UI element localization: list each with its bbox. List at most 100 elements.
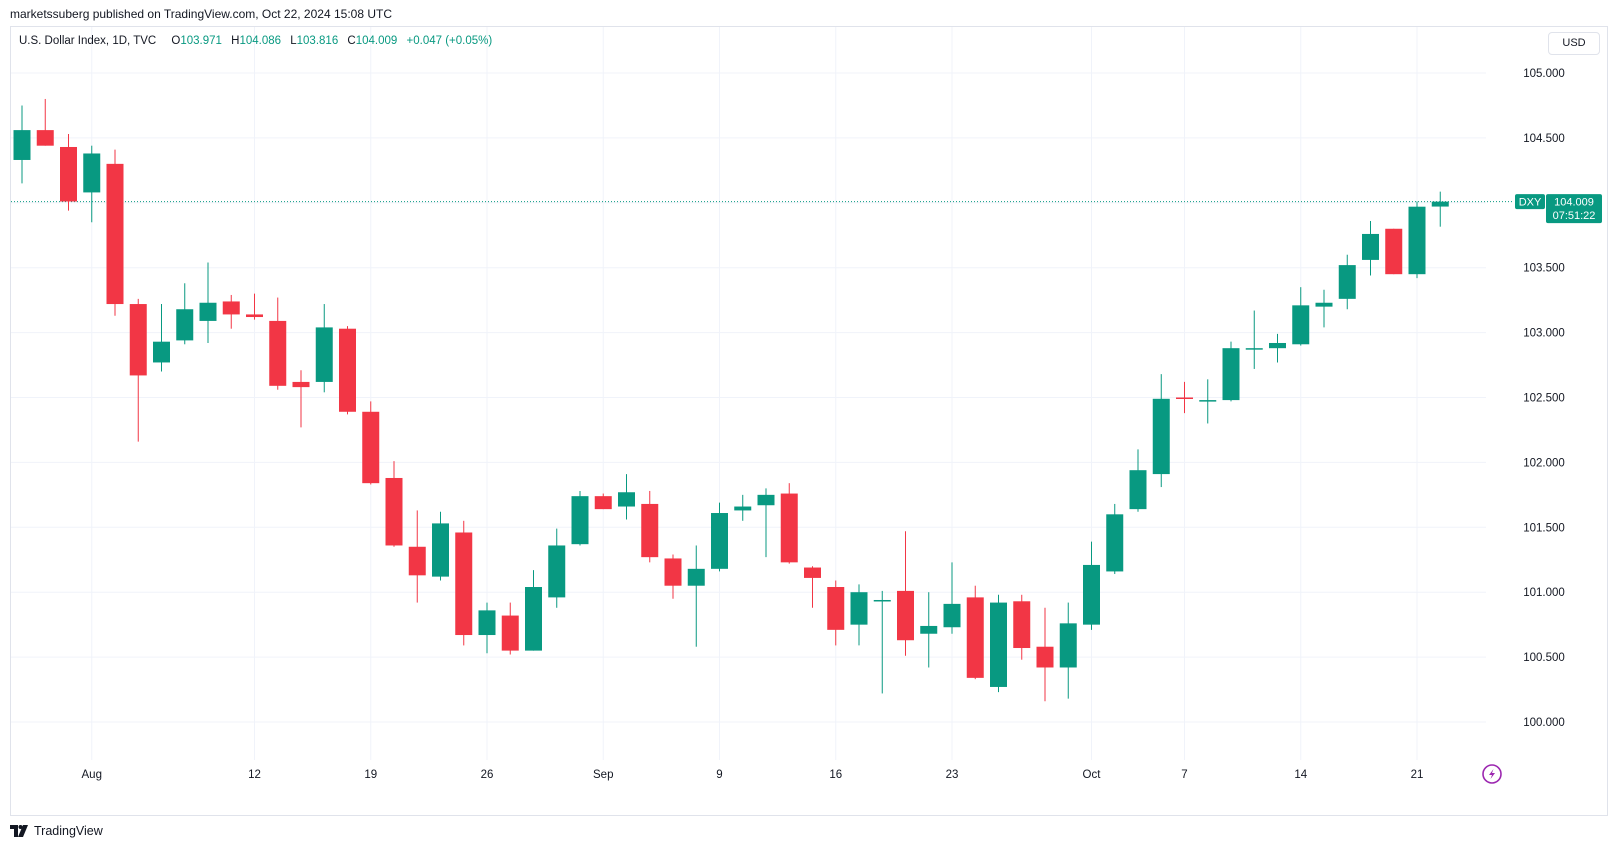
x-tick-label: 16	[829, 769, 842, 781]
candle[interactable]	[664, 554, 682, 599]
candle[interactable]	[362, 401, 380, 485]
candle[interactable]	[478, 602, 496, 654]
publisher-caption: marketssuberg published on TradingView.c…	[10, 7, 392, 21]
candle[interactable]	[641, 490, 659, 563]
candle[interactable]	[1362, 220, 1379, 276]
candle[interactable]	[571, 490, 589, 546]
candle[interactable]	[199, 262, 217, 343]
candle[interactable]	[129, 298, 147, 442]
candle[interactable]	[1292, 287, 1310, 346]
candle[interactable]	[432, 511, 449, 581]
bar-countdown-label: 07:51:22	[1553, 210, 1596, 222]
candle[interactable]	[385, 461, 403, 547]
candle[interactable]	[1129, 449, 1147, 512]
x-tick-label: 12	[248, 769, 261, 781]
legend-symbol-name: U.S. Dollar Index, 1D, TVC	[19, 35, 157, 47]
candle[interactable]	[873, 590, 891, 694]
candle-body	[1292, 305, 1310, 345]
candle-body	[734, 506, 752, 511]
candle-body	[804, 567, 821, 578]
currency-selector[interactable]: USD	[1548, 32, 1600, 55]
candle[interactable]	[1036, 607, 1054, 702]
legend-low-label: L	[290, 35, 297, 47]
symbol-tag-bg	[1515, 194, 1545, 210]
candle[interactable]	[757, 488, 775, 558]
legend-high-label: H	[231, 35, 240, 47]
candle[interactable]	[222, 294, 240, 329]
candle[interactable]	[1269, 333, 1286, 363]
candle-body	[1362, 233, 1379, 260]
price-axis[interactable]: 105.000104.500104.000103.500103.000102.5…	[1523, 68, 1565, 729]
candle[interactable]	[897, 531, 914, 656]
candle-body	[246, 314, 263, 318]
candle[interactable]	[455, 520, 473, 646]
candle[interactable]	[711, 502, 728, 572]
candle[interactable]	[780, 483, 798, 564]
candle[interactable]	[1199, 379, 1217, 424]
candle-body	[501, 615, 519, 651]
tradingview-footer[interactable]: TradingView	[10, 824, 103, 838]
candle-body	[60, 146, 77, 202]
candle[interactable]	[246, 293, 263, 320]
candle-body	[1199, 400, 1217, 402]
y-tick-label: 101.000	[1523, 587, 1565, 599]
candle[interactable]	[1431, 191, 1449, 227]
candle-body	[1245, 348, 1263, 350]
candle[interactable]	[501, 602, 519, 655]
candle[interactable]	[525, 570, 542, 651]
candle[interactable]	[548, 528, 566, 608]
candle[interactable]	[1245, 310, 1263, 369]
x-tick-label: 7	[1181, 769, 1187, 781]
legend-close-label: C	[347, 35, 356, 47]
candle[interactable]	[408, 510, 426, 603]
candle[interactable]	[106, 149, 124, 316]
candle[interactable]	[804, 566, 821, 608]
candle[interactable]	[990, 594, 1007, 693]
candle[interactable]	[1408, 201, 1426, 279]
candle[interactable]	[850, 584, 868, 646]
candle[interactable]	[1059, 602, 1077, 699]
candle[interactable]	[176, 283, 194, 345]
candle-body	[827, 587, 845, 630]
candle-body	[1176, 397, 1193, 399]
candle[interactable]	[827, 580, 845, 646]
candle[interactable]	[83, 145, 101, 223]
candle[interactable]	[1222, 341, 1240, 402]
candle[interactable]	[618, 474, 635, 520]
candle[interactable]	[687, 545, 705, 647]
candle[interactable]	[1385, 228, 1403, 275]
symbol-legend[interactable]: U.S. Dollar Index, 1D, TVC O103.971 H104…	[19, 35, 492, 47]
symbol-tag-label: DXY	[1519, 197, 1542, 209]
candle[interactable]	[594, 493, 612, 510]
candle-body	[1036, 646, 1054, 668]
candle-body	[83, 153, 101, 193]
candle[interactable]	[1315, 289, 1333, 328]
y-tick-label: 103.000	[1523, 328, 1565, 340]
candle[interactable]	[920, 592, 938, 668]
candle[interactable]	[1013, 594, 1031, 660]
candle[interactable]	[1176, 381, 1193, 414]
candle[interactable]	[339, 326, 356, 415]
candle[interactable]	[734, 494, 752, 521]
candle[interactable]	[60, 134, 77, 211]
candle[interactable]	[36, 98, 54, 146]
candle[interactable]	[1106, 503, 1124, 575]
chart-frame	[10, 26, 1608, 816]
candle[interactable]	[315, 304, 333, 393]
candle-body	[990, 602, 1007, 687]
legend-close-value: 104.009	[355, 35, 398, 47]
time-axis[interactable]: Aug 12 19 26 Sep 9 16 23 Oct 7 14 21	[82, 769, 1424, 781]
candle[interactable]	[1152, 374, 1170, 488]
candle[interactable]	[943, 562, 961, 634]
candle[interactable]	[1338, 254, 1356, 310]
candle[interactable]	[966, 585, 984, 680]
candle[interactable]	[269, 297, 287, 390]
candle[interactable]	[13, 105, 31, 184]
x-tick-label: 23	[946, 769, 959, 781]
candle[interactable]	[1083, 541, 1100, 630]
y-tick-label: 100.000	[1523, 717, 1565, 729]
candle[interactable]	[153, 304, 170, 372]
candle[interactable]	[292, 370, 310, 428]
flash-icon[interactable]	[1482, 764, 1502, 784]
